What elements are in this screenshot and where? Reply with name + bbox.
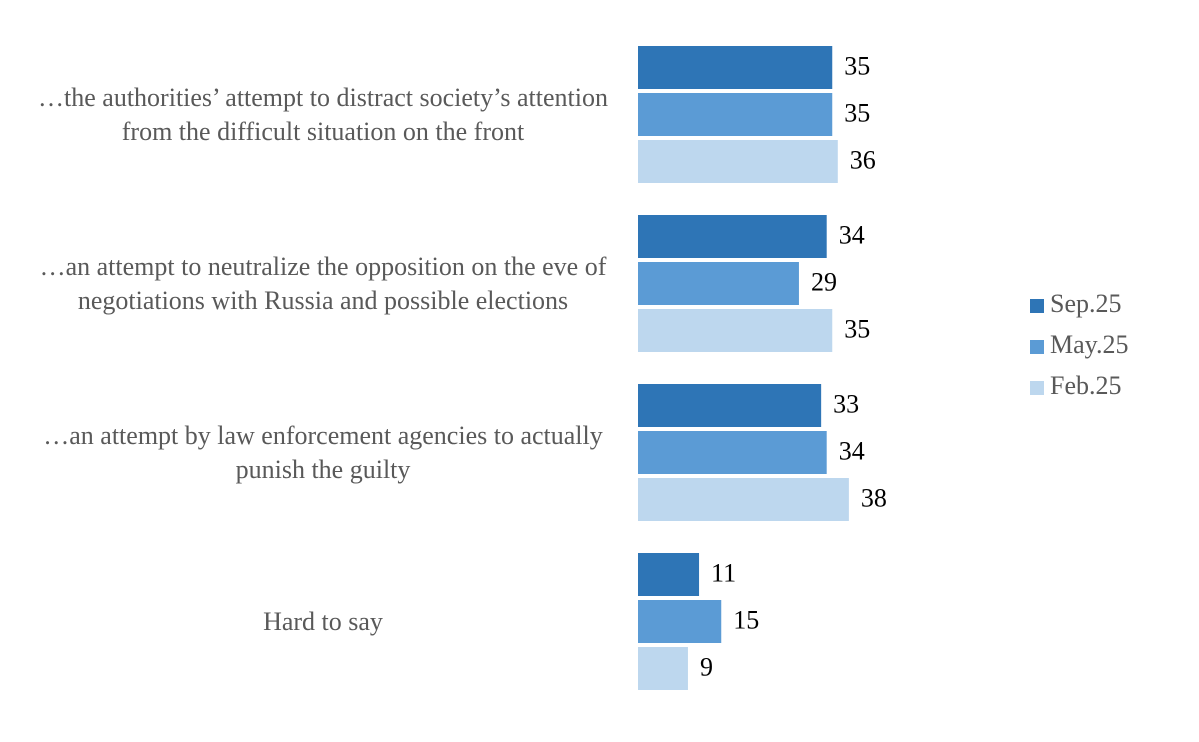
legend-swatch: [1030, 340, 1044, 354]
bar: [638, 215, 827, 258]
category-label: …an attempt by law enforcement agencies …: [43, 420, 603, 484]
legend-swatch: [1030, 299, 1044, 313]
value-label: 35: [844, 51, 870, 80]
value-label: 35: [844, 314, 870, 343]
bar: [638, 478, 849, 521]
category-label: …the authorities’ attempt to distract so…: [38, 82, 608, 146]
value-label: 36: [850, 145, 876, 174]
bar: [638, 553, 700, 596]
value-label: 29: [811, 267, 837, 296]
bar: [638, 262, 799, 305]
category-label: Hard to say: [263, 606, 383, 636]
value-label: 34: [839, 436, 865, 465]
bar: [638, 431, 827, 474]
bar: [638, 309, 833, 352]
value-label: 33: [833, 389, 859, 418]
bar: [638, 93, 833, 136]
value-label: 9: [700, 652, 713, 681]
legend-label: Feb.25: [1050, 371, 1122, 400]
value-label: 34: [839, 220, 865, 249]
value-label: 35: [844, 98, 870, 127]
legend-label: Sep.25: [1050, 289, 1122, 318]
value-label: 38: [861, 483, 887, 512]
bar: [638, 600, 722, 643]
legend-label: May.25: [1050, 330, 1128, 359]
bar: [638, 46, 833, 89]
value-label: 11: [711, 558, 736, 587]
legend-swatch: [1030, 381, 1044, 395]
bar: [638, 384, 822, 427]
bar: [638, 647, 688, 690]
bar: [638, 140, 838, 183]
value-label: 15: [733, 605, 759, 634]
category-label: …an attempt to neutralize the opposition…: [39, 251, 607, 315]
